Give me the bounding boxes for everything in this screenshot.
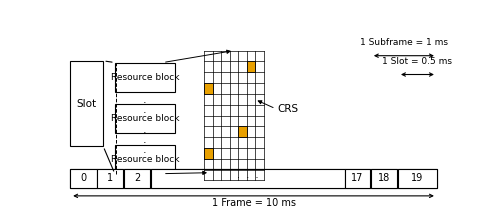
Text: Resource block: Resource block [110, 114, 179, 123]
Bar [204, 83, 212, 94]
Bar [124, 168, 150, 188]
Text: CRS: CRS [278, 104, 298, 114]
Bar [115, 145, 175, 174]
Text: ·
·
·: · · · [143, 88, 147, 118]
Text: 2: 2 [134, 173, 140, 183]
Bar [115, 63, 175, 92]
Bar [151, 168, 344, 188]
Text: 1: 1 [107, 173, 113, 183]
Text: 1 Frame = 10 ms: 1 Frame = 10 ms [212, 198, 296, 208]
Bar [98, 168, 123, 188]
Bar [398, 168, 437, 188]
Text: ·
·
·: · · · [143, 128, 147, 158]
Text: 19: 19 [412, 173, 424, 183]
Text: 18: 18 [378, 173, 390, 183]
Text: 1 Subframe = 1 ms: 1 Subframe = 1 ms [360, 38, 448, 47]
Text: 1 Slot = 0.5 ms: 1 Slot = 0.5 ms [382, 57, 452, 66]
Bar [238, 126, 247, 137]
Text: Resource block: Resource block [110, 73, 179, 81]
Bar [70, 168, 96, 188]
Text: 17: 17 [351, 173, 364, 183]
Bar [204, 148, 212, 159]
Text: 0: 0 [80, 173, 86, 183]
Text: Resource block: Resource block [110, 155, 179, 164]
Text: Slot: Slot [76, 99, 97, 109]
Text: ·  ·  ·: · · · [237, 173, 258, 183]
Bar [371, 168, 398, 188]
Bar [70, 61, 103, 146]
Bar [344, 168, 370, 188]
Bar [115, 103, 175, 133]
Bar [70, 168, 437, 188]
Bar [247, 61, 256, 72]
